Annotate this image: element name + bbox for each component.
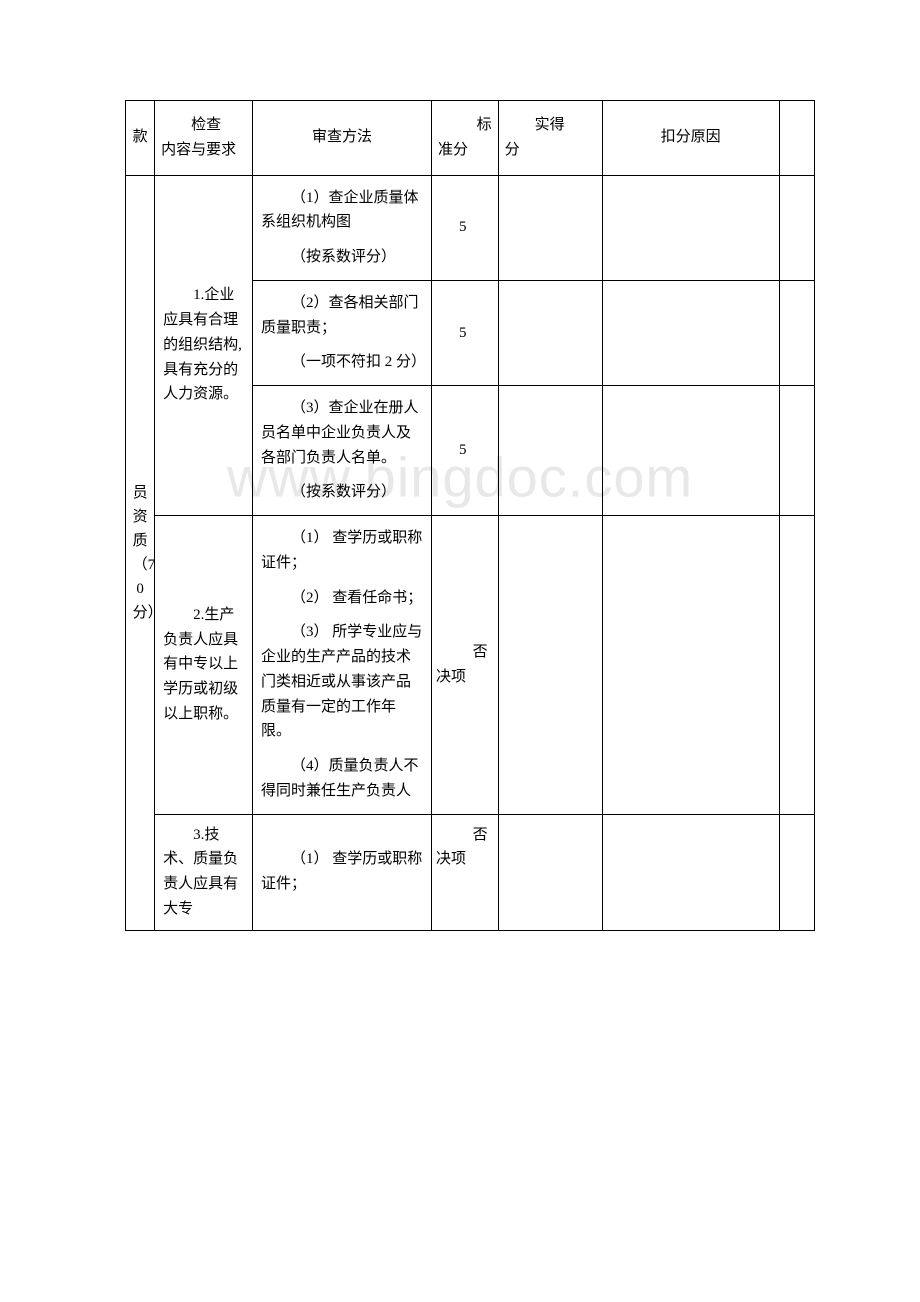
header-last: [779, 101, 814, 176]
actual-cell-3: [498, 814, 602, 930]
header-section: 款: [126, 101, 155, 176]
header-content-line1: 检查: [161, 113, 246, 138]
last-cell-1-1: [779, 175, 814, 280]
method-cell-1-1: （1）查企业质量体系组织机构图 （按系数评分）: [252, 175, 431, 280]
method-cell-1-3: （3）查企业在册人员名单中企业负责人及各部门负责人名单。 （按系数评分）: [252, 386, 431, 516]
content-text-3: 3.技术、质量负责人应具有大专: [163, 823, 244, 922]
last-cell-1-2: [779, 280, 814, 385]
table-row: 3.技术、质量负责人应具有大专 （1） 查学历或职称证件； 否决项: [126, 814, 815, 930]
content-text-2: 2.生产负责人应具有中专以上学历或初级以上职称。: [163, 603, 244, 727]
reason-cell-1-1: [602, 175, 779, 280]
method-p4-2: （4）质量负责人不得同时兼任生产负责人: [261, 754, 423, 804]
actual-cell-1-1: [498, 175, 602, 280]
header-score-prefix: 标: [438, 113, 492, 138]
score-cell-1-1: 5: [431, 175, 498, 280]
last-cell-2: [779, 516, 814, 815]
content-cell-3: 3.技术、质量负责人应具有大专: [155, 814, 253, 930]
table-row: 员资质（70分） 1.企业应具有合理的组织结构,具有充分的人力资源。 （1）查企…: [126, 175, 815, 280]
score-cell-2: 否决项: [431, 516, 498, 815]
method-main-1-2: （2）查各相关部门质量职责；: [261, 291, 423, 341]
actual-cell-1-3: [498, 386, 602, 516]
header-score: 标 准分: [431, 101, 498, 176]
reason-cell-2: [602, 516, 779, 815]
header-content-line2: 内容与要求: [161, 138, 246, 163]
section-label: 员资质（70分）: [133, 481, 148, 625]
score-cell-1-2: 5: [431, 280, 498, 385]
table-header-row: 款 检查 内容与要求 审查方法 标 准分 实得 分 扣分原因: [126, 101, 815, 176]
reason-cell-3: [602, 814, 779, 930]
method-cell-3: （1） 查学历或职称证件；: [252, 814, 431, 930]
score-text-2: 否决项: [436, 640, 488, 690]
header-content: 检查 内容与要求: [155, 101, 253, 176]
method-cell-2: （1） 查学历或职称证件； （2） 查看任命书； （3） 所学专业应与企业的生产…: [252, 516, 431, 815]
header-actual-suffix: 分: [505, 138, 596, 163]
reason-cell-1-2: [602, 280, 779, 385]
method-cell-1-2: （2）查各相关部门质量职责； （一项不符扣 2 分）: [252, 280, 431, 385]
method-sub-1-3: （按系数评分）: [261, 480, 423, 505]
header-reason: 扣分原因: [602, 101, 779, 176]
method-p2-2: （2） 查看任命书；: [261, 586, 423, 611]
last-cell-1-3: [779, 386, 814, 516]
last-cell-3: [779, 814, 814, 930]
header-score-suffix: 准分: [438, 138, 492, 163]
actual-cell-1-2: [498, 280, 602, 385]
score-cell-1-3: 5: [431, 386, 498, 516]
inspection-table: 款 检查 内容与要求 审查方法 标 准分 实得 分 扣分原因 员资质（70分） …: [125, 100, 815, 931]
method-text-3: （1） 查学历或职称证件；: [261, 847, 423, 897]
header-actual: 实得 分: [498, 101, 602, 176]
section-label-cell: 员资质（70分）: [126, 175, 155, 930]
method-p1-2: （1） 查学历或职称证件；: [261, 526, 423, 576]
method-main-1-1: （1）查企业质量体系组织机构图: [261, 186, 423, 236]
score-text-3: 否决项: [436, 823, 488, 873]
method-sub-1-2: （一项不符扣 2 分）: [261, 350, 423, 375]
method-main-1-3: （3）查企业在册人员名单中企业负责人及各部门负责人名单。: [261, 396, 423, 470]
method-sub-1-1: （按系数评分）: [261, 245, 423, 270]
reason-cell-1-3: [602, 386, 779, 516]
score-cell-3: 否决项: [431, 814, 498, 930]
content-cell-2: 2.生产负责人应具有中专以上学历或初级以上职称。: [155, 516, 253, 815]
header-actual-prefix: 实得: [505, 113, 596, 138]
content-text-1: 1.企业应具有合理的组织结构,具有充分的人力资源。: [163, 283, 244, 407]
method-p3-2: （3） 所学专业应与企业的生产产品的技术门类相近或从事该产品质量有一定的工作年限…: [261, 620, 423, 744]
actual-cell-2: [498, 516, 602, 815]
table-row: 2.生产负责人应具有中专以上学历或初级以上职称。 （1） 查学历或职称证件； （…: [126, 516, 815, 815]
content-cell-1: 1.企业应具有合理的组织结构,具有充分的人力资源。: [155, 175, 253, 516]
header-method: 审查方法: [252, 101, 431, 176]
